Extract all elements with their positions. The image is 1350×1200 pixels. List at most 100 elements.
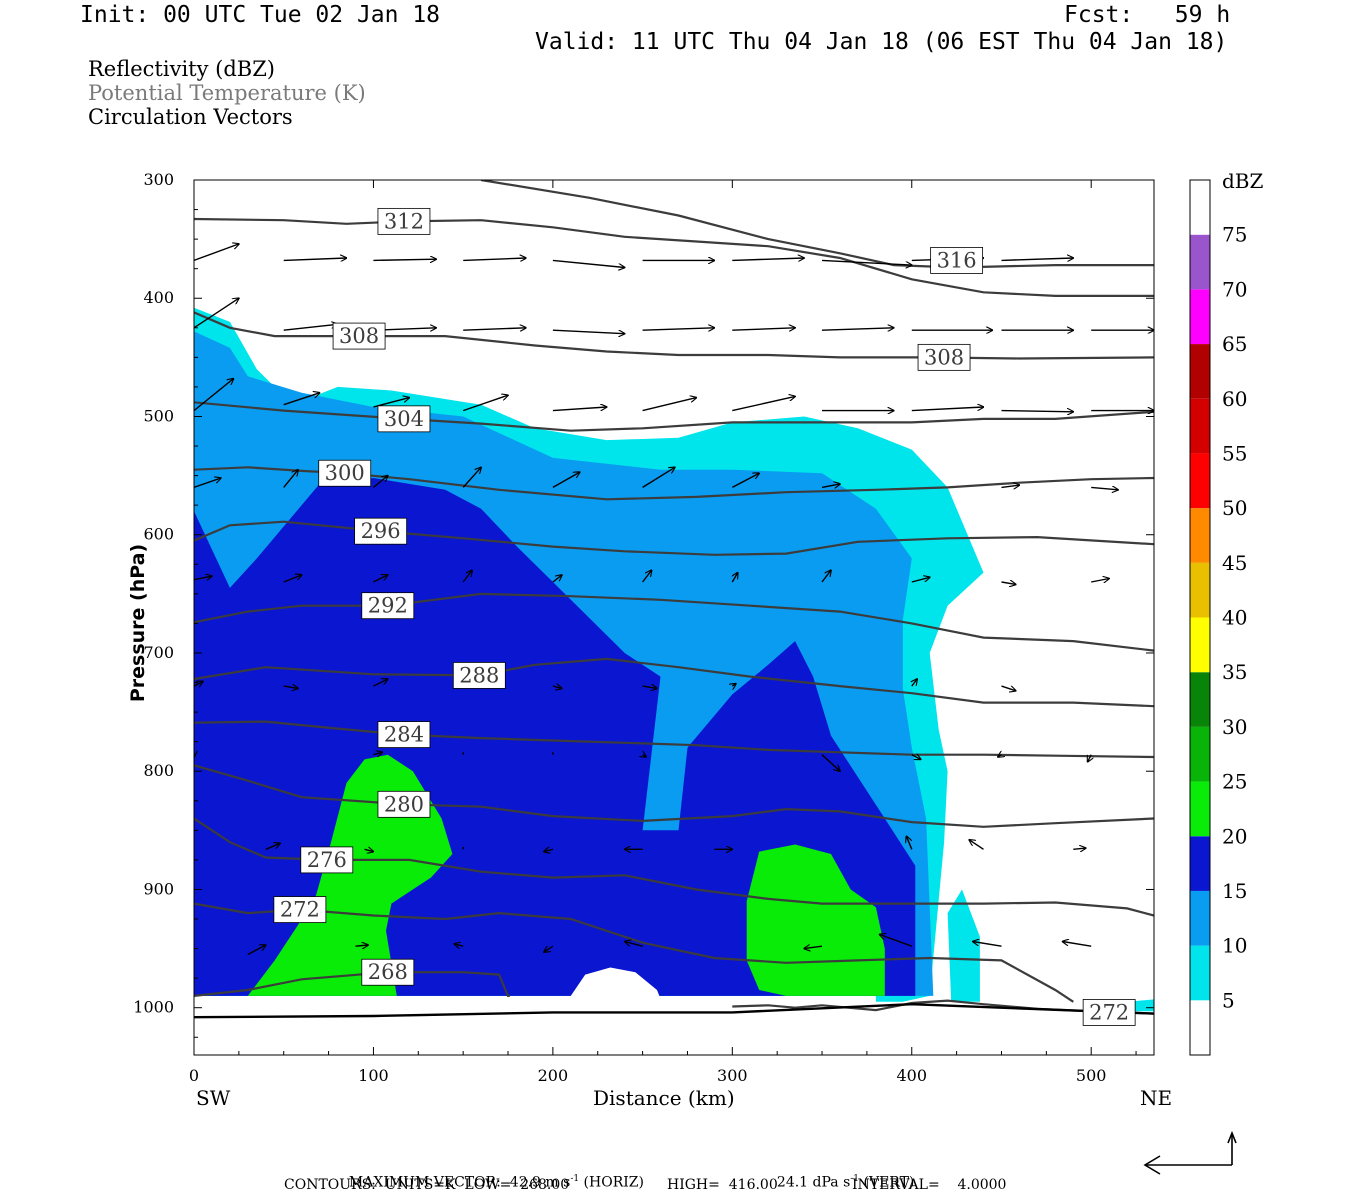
- y-tick-label: 600: [143, 525, 174, 544]
- theta-label-276: 276: [300, 846, 354, 874]
- circulation-vector: [911, 577, 930, 583]
- circulation-vector: [732, 573, 737, 583]
- colorbar-bin-25: [1190, 726, 1210, 782]
- colorbar-unit: dBZ: [1222, 169, 1264, 193]
- colorbar-bin-5: [1190, 945, 1210, 1001]
- circulation-vector: [194, 478, 221, 489]
- circulation-vector: [454, 944, 464, 946]
- reflectivity-region-0dbz-7: [570, 967, 665, 1008]
- circulation-vector: [911, 407, 984, 412]
- svg-text:300: 300: [325, 461, 365, 485]
- svg-text:296: 296: [361, 519, 401, 543]
- circulation-vector: [912, 679, 917, 687]
- colorbar-label: 25: [1222, 770, 1247, 794]
- y-tick-label: 1000: [133, 998, 174, 1017]
- colorbar-label: 65: [1222, 332, 1247, 356]
- circulation-vector: [732, 684, 736, 686]
- theta-label-288: 288: [452, 662, 506, 689]
- colorbar-label: 10: [1222, 934, 1247, 958]
- colorbar-bin-15: [1190, 836, 1210, 891]
- circulation-vector: [643, 755, 647, 757]
- theta-label-272: 272: [1082, 999, 1136, 1026]
- colorbar-bin-35: [1190, 617, 1210, 673]
- colorbar-bin-65: [1190, 289, 1210, 345]
- svg-text:288: 288: [459, 663, 499, 687]
- circulation-vector: [373, 259, 436, 260]
- ne-end-label: NE: [1140, 1086, 1173, 1110]
- x-tick-label: 100: [358, 1066, 389, 1085]
- circulation-vector: [1001, 411, 1074, 412]
- circulation-vector: [732, 396, 795, 412]
- x-tick-label: 500: [1076, 1066, 1107, 1085]
- svg-text:284: 284: [384, 723, 424, 747]
- circulation-vector: [552, 329, 625, 334]
- x-tick-label: 0: [189, 1066, 199, 1085]
- colorbar-bin-50: [1190, 453, 1210, 509]
- circulation-vector: [552, 575, 562, 583]
- circulation-vector: [732, 328, 795, 330]
- circulation-vector: [642, 328, 715, 330]
- theta-label-308: 308: [332, 322, 386, 350]
- circulation-vector: [821, 570, 831, 583]
- theta-contour-280: [194, 764, 1154, 828]
- circulation-vector: [973, 942, 1002, 947]
- colorbar-bin-above-75: [1190, 180, 1210, 235]
- colorbar-bin-below-5: [1190, 1000, 1210, 1055]
- circulation-vector: [544, 849, 554, 851]
- theta-contour-292: [194, 592, 1154, 652]
- svg-text:308: 308: [339, 324, 379, 348]
- circulation-vector: [194, 379, 234, 412]
- y-axis-title: Pressure (hPa): [127, 543, 149, 703]
- valid-time: Valid: 11 UTC Thu 04 Jan 18 (06 EST Thu …: [535, 29, 1228, 55]
- circulation-vector: [373, 752, 382, 754]
- ground-surface-line: [194, 1002, 1154, 1019]
- theta-label-312: 312: [377, 207, 431, 235]
- contour-info-interval: INTERVAL= 4.0000: [852, 1177, 1007, 1193]
- colorbar-bin-10: [1190, 890, 1210, 946]
- circulation-vector: [906, 836, 913, 850]
- circulation-vector: [625, 942, 643, 947]
- circulation-vector: [373, 679, 387, 687]
- forecast-hour: Fcst: 59 h: [1064, 2, 1231, 28]
- circulation-vector: [552, 259, 625, 267]
- svg-text:268: 268: [368, 960, 408, 984]
- colorbar-label: 30: [1222, 715, 1247, 739]
- theta-contour-312: [194, 217, 1154, 297]
- circulation-vector: [552, 472, 580, 489]
- sw-end-label: SW: [196, 1086, 231, 1110]
- circulation-vector: [1001, 485, 1020, 487]
- circulation-vector: [265, 843, 280, 850]
- svg-text:312: 312: [384, 209, 424, 233]
- circulation-vector: [552, 407, 607, 412]
- circulation-vector: [1001, 258, 1074, 260]
- colorbar-label: 35: [1222, 660, 1247, 684]
- x-axis-title: Distance (km): [593, 1086, 735, 1110]
- colorbar-bin-45: [1190, 508, 1210, 563]
- legend-theta: Potential Temperature (K): [88, 81, 366, 105]
- circulation-vector: [463, 328, 526, 330]
- circulation-vector: [821, 484, 840, 488]
- reference-vector: [1143, 1130, 1237, 1175]
- init-time: Init: 00 UTC Tue 02 Jan 18: [80, 2, 441, 28]
- svg-text:292: 292: [368, 594, 408, 618]
- circulation-vector: [283, 393, 320, 406]
- circulation-vector: [804, 946, 823, 948]
- colorbar-label: 75: [1222, 223, 1247, 247]
- theta-label-284: 284: [377, 721, 431, 748]
- x-tick-label: 400: [896, 1066, 927, 1085]
- colorbar-bin-20: [1190, 781, 1210, 837]
- circulation-vector: [462, 570, 472, 583]
- y-tick-label: 900: [143, 879, 174, 898]
- colorbar-bin-40: [1190, 562, 1210, 618]
- colorbar-bin-70: [1190, 234, 1210, 290]
- theta-label-296: 296: [354, 517, 408, 545]
- colorbar-label: 70: [1222, 277, 1247, 301]
- circulation-vector: [821, 328, 894, 330]
- colorbar-label: 5: [1222, 988, 1235, 1012]
- circulation-vector: [969, 840, 984, 850]
- theta-label-292: 292: [361, 592, 415, 620]
- circulation-vector: [1073, 848, 1086, 849]
- theta-label-280: 280: [377, 790, 431, 818]
- svg-text:276: 276: [307, 848, 347, 872]
